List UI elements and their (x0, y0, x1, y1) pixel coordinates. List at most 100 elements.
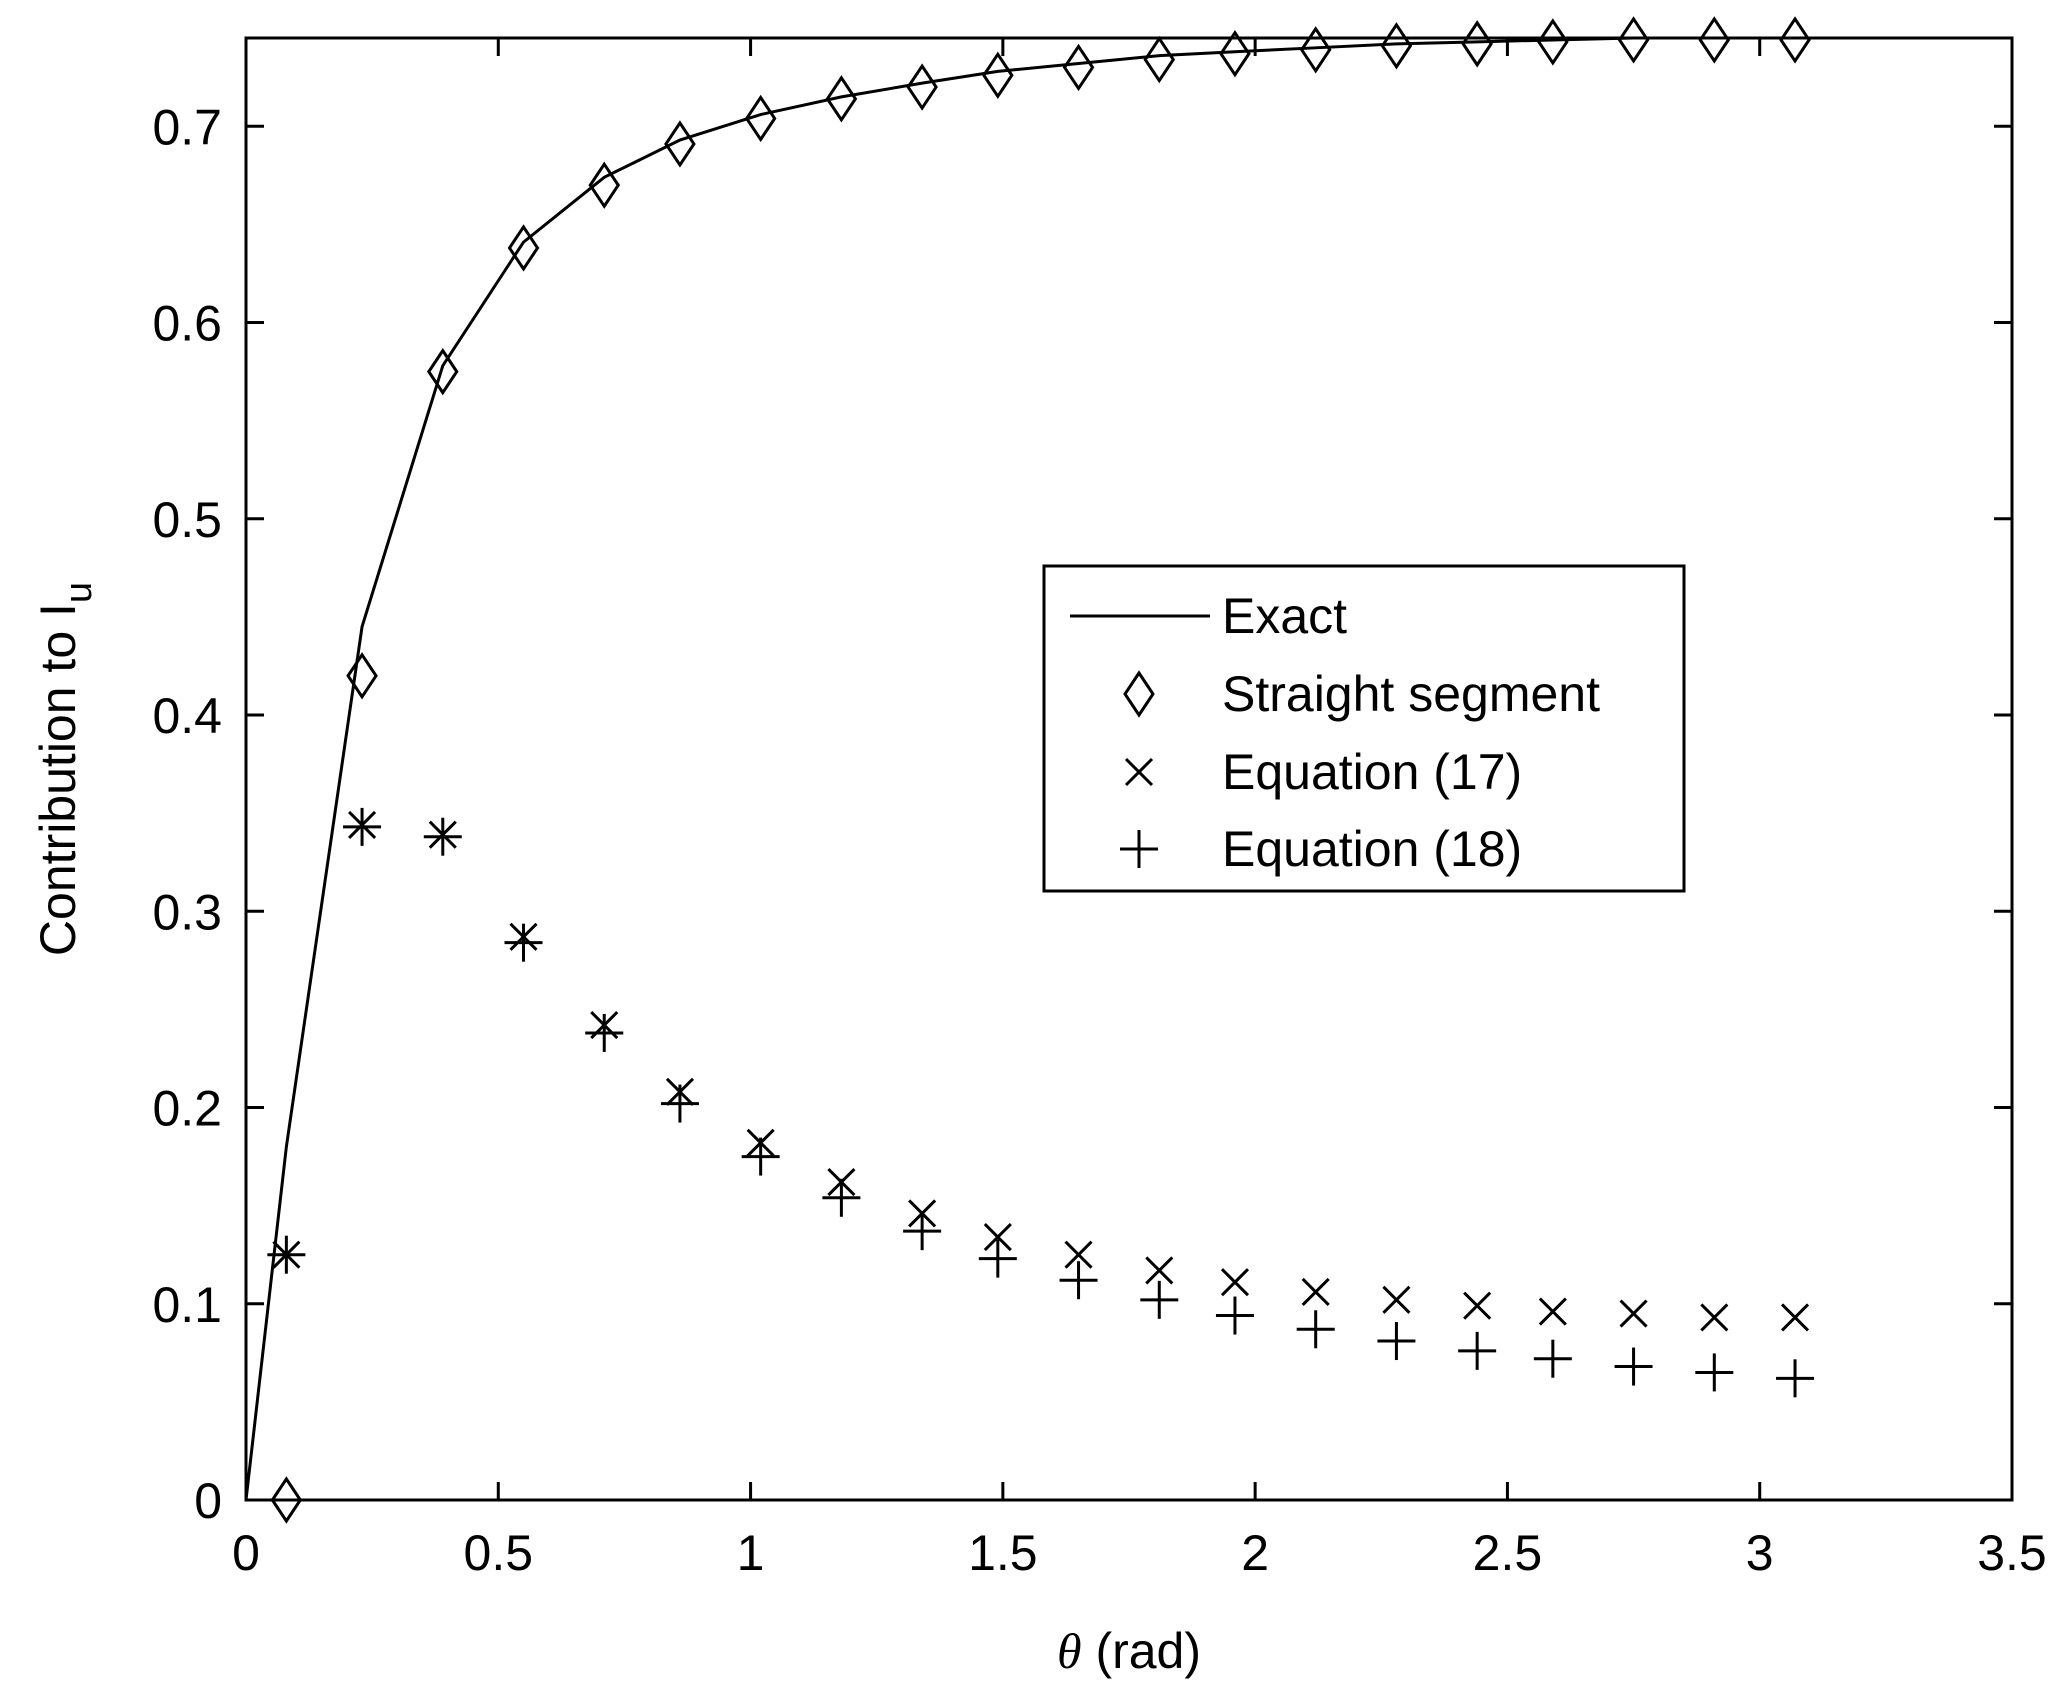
data-point-diamond-shape (906, 63, 938, 111)
data-point-x (1619, 1299, 1648, 1328)
data-point-x-stroke-b (1700, 1303, 1729, 1332)
data-point-x-stroke-b (1145, 1256, 1174, 1285)
x-tick-label: 3.5 (1977, 1525, 2047, 1581)
y-axis-label-subscript: u (58, 582, 100, 603)
data-point-plus (1377, 1322, 1416, 1361)
data-point-diamond-shape (588, 161, 621, 209)
legend-label: Equation (18) (1222, 821, 1522, 877)
x-axis-label: θ (rad) (1057, 1623, 1201, 1679)
data-point-x-stroke-b (983, 1222, 1012, 1252)
data-point-x-stroke-b (1382, 1285, 1411, 1314)
legend-label: Straight segment (1222, 666, 1600, 722)
data-point-diamond (426, 347, 459, 396)
y-tick-label: 0.2 (152, 1081, 222, 1137)
y-tick-label: 0.4 (152, 688, 222, 744)
data-point-x (1538, 1297, 1567, 1326)
data-point-diamond (1461, 20, 1493, 68)
data-point-diamond (507, 224, 540, 272)
y-tick-label: 0 (194, 1473, 222, 1529)
legend-label: Exact (1222, 588, 1347, 644)
data-point-diamond (825, 75, 858, 123)
data-point-diamond-shape (1461, 20, 1493, 68)
data-point-diamond-shape (1143, 35, 1176, 84)
data-point-plus (267, 1235, 306, 1274)
x-tick-label: 2.5 (1473, 1525, 1543, 1581)
data-point-x (1064, 1240, 1093, 1269)
y-axis-label-text: Contribution to I (30, 603, 86, 956)
data-point-diamond-shape (426, 347, 459, 396)
x-axis-label-symbol: θ (1057, 1623, 1082, 1679)
data-point-x (1145, 1256, 1174, 1285)
data-point-plus (660, 1084, 699, 1123)
data-point-diamond (1617, 16, 1650, 64)
data-point-x (1220, 1268, 1250, 1297)
data-point-diamond (906, 63, 938, 111)
data-point-diamond (1062, 43, 1095, 92)
data-point-diamond-shape (270, 1476, 303, 1524)
data-point-x (983, 1222, 1012, 1252)
data-point-diamond-shape (664, 120, 696, 168)
data-point-diamond (982, 51, 1014, 99)
series-plus (267, 807, 1815, 1398)
data-point-diamond-shape (982, 51, 1014, 99)
y-tick-label: 0.6 (152, 296, 222, 352)
data-point-x (1700, 1303, 1729, 1332)
data-point-plus (1533, 1339, 1572, 1378)
x-tick-label: 2 (1241, 1525, 1269, 1581)
x-axis-label-text: (rad) (1082, 1623, 1201, 1679)
data-point-diamond (1299, 26, 1332, 74)
data-point-x (1463, 1291, 1492, 1320)
x-tick-label: 1.5 (968, 1525, 1038, 1581)
x-tick-label: 1 (737, 1525, 765, 1581)
data-point-diamond-shape (825, 75, 858, 123)
data-point-diamond-shape (1779, 16, 1811, 64)
legend-marker-diamond (1123, 670, 1155, 718)
data-point-plus (1059, 1261, 1098, 1300)
legend-items: Exact Straight segment Equation (17) Equati… (1070, 588, 1600, 877)
data-point-diamond (270, 1476, 303, 1524)
data-point-x-stroke-b (1780, 1303, 1810, 1332)
data-point-diamond-shape (1617, 16, 1650, 64)
data-point-plus (978, 1239, 1017, 1278)
exact-line (244, 36, 1796, 1501)
data-point-plus (903, 1212, 942, 1251)
data-point-plus (1215, 1296, 1254, 1335)
data-point-plus (585, 1013, 624, 1052)
y-ticks: 0 0.1 0.2 0.3 0.4 0.5 0.6 0.7 (152, 99, 2012, 1529)
x-tick-label: 3 (1746, 1525, 1774, 1581)
y-tick-label: 0.5 (152, 492, 222, 548)
data-point-diamond-shape (1537, 18, 1569, 66)
data-point-diamond (1219, 29, 1251, 78)
data-point-diamond-shape (1299, 26, 1332, 74)
data-point-diamond-shape (507, 224, 540, 272)
y-tick-label: 0.7 (152, 99, 222, 155)
data-point-plus (822, 1178, 861, 1217)
data-point-plus (1458, 1331, 1497, 1370)
x-ticks: 0 0.5 1 1.5 2 2.5 3 3.5 (232, 38, 2047, 1581)
data-point-x-stroke-b (1301, 1277, 1330, 1307)
data-point-plus (1296, 1310, 1335, 1349)
legend-box (1042, 564, 1686, 893)
data-point-x-stroke-b (1619, 1299, 1648, 1328)
data-point-x-stroke-b (1463, 1291, 1492, 1320)
data-point-x-stroke-b (1220, 1268, 1250, 1297)
data-point-diamond-shape (744, 94, 777, 143)
data-point-plus (343, 807, 382, 846)
series-diamond (270, 16, 1811, 1524)
data-point-x (1780, 1303, 1810, 1332)
data-point-diamond (1143, 35, 1176, 84)
data-point-plus (504, 923, 543, 962)
axes-frame (244, 36, 2014, 1502)
y-tick-label: 0.3 (152, 884, 222, 940)
data-point-diamond (1537, 18, 1569, 66)
data-point-plus (741, 1137, 780, 1176)
x-tick-label: 0.5 (464, 1525, 534, 1581)
data-point-diamond (1779, 16, 1811, 64)
x-tick-label: 0 (232, 1525, 260, 1581)
data-point-x-stroke-b (1538, 1297, 1567, 1326)
legend-marker-diamond-shape (1123, 670, 1155, 718)
data-point-plus (423, 817, 462, 856)
data-point-plus (1776, 1359, 1815, 1398)
legend: Exact Straight segment Equation (17) Equati… (1042, 564, 1686, 893)
